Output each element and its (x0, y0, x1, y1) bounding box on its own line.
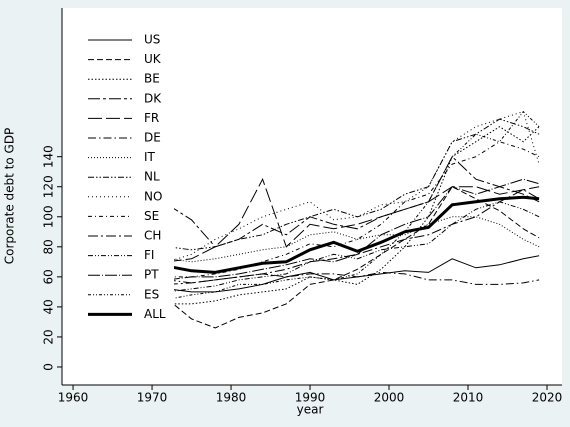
series-line (167, 126, 540, 305)
series-line (167, 201, 540, 293)
legend-label: NO (144, 189, 162, 203)
series-line (167, 189, 540, 285)
y-tick-label: 40 (42, 299, 56, 314)
legend-label: PT (144, 268, 159, 282)
series-line (167, 110, 540, 300)
y-tick-label: 80 (42, 239, 56, 254)
y-tick-label: 0 (42, 363, 56, 371)
y-axis-title: Corporate debt to GDP (3, 128, 17, 265)
legend-label: IT (144, 150, 156, 164)
legend-label: US (144, 33, 160, 47)
legend-label: DE (144, 131, 161, 145)
series-line (167, 141, 540, 278)
series-line (167, 186, 540, 329)
y-tick-label: 120 (42, 175, 56, 198)
x-tick-label: 2010 (453, 391, 484, 405)
x-axis-title: year (297, 403, 324, 417)
legend-label: NL (144, 170, 160, 184)
legend-label: ES (144, 287, 159, 301)
x-tick-label: 1980 (216, 391, 247, 405)
x-tick-label: 2000 (374, 391, 405, 405)
legend-label: ALL (144, 307, 166, 321)
legend-label: CH (144, 229, 161, 243)
series-line (167, 195, 540, 274)
series-line (167, 178, 540, 281)
series-line (167, 216, 540, 263)
y-tick-label: 20 (42, 329, 56, 344)
x-tick-label: 1990 (295, 391, 326, 405)
legend-label: FR (144, 111, 159, 125)
y-tick-label: 140 (42, 145, 56, 168)
series-line (167, 177, 540, 263)
x-tick-label: 2020 (532, 391, 563, 405)
legend-label: SE (144, 209, 159, 223)
legend-label: UK (144, 52, 162, 66)
series-line (167, 110, 540, 263)
legend-box (82, 28, 174, 326)
x-tick-label: 1960 (58, 391, 89, 405)
y-tick-label: 100 (42, 205, 56, 228)
legend-label: DK (144, 91, 162, 105)
legend-label: BE (144, 72, 160, 86)
y-tick-label: 60 (42, 269, 56, 284)
legend-label: FI (144, 248, 154, 262)
x-tick-label: 1970 (137, 391, 168, 405)
